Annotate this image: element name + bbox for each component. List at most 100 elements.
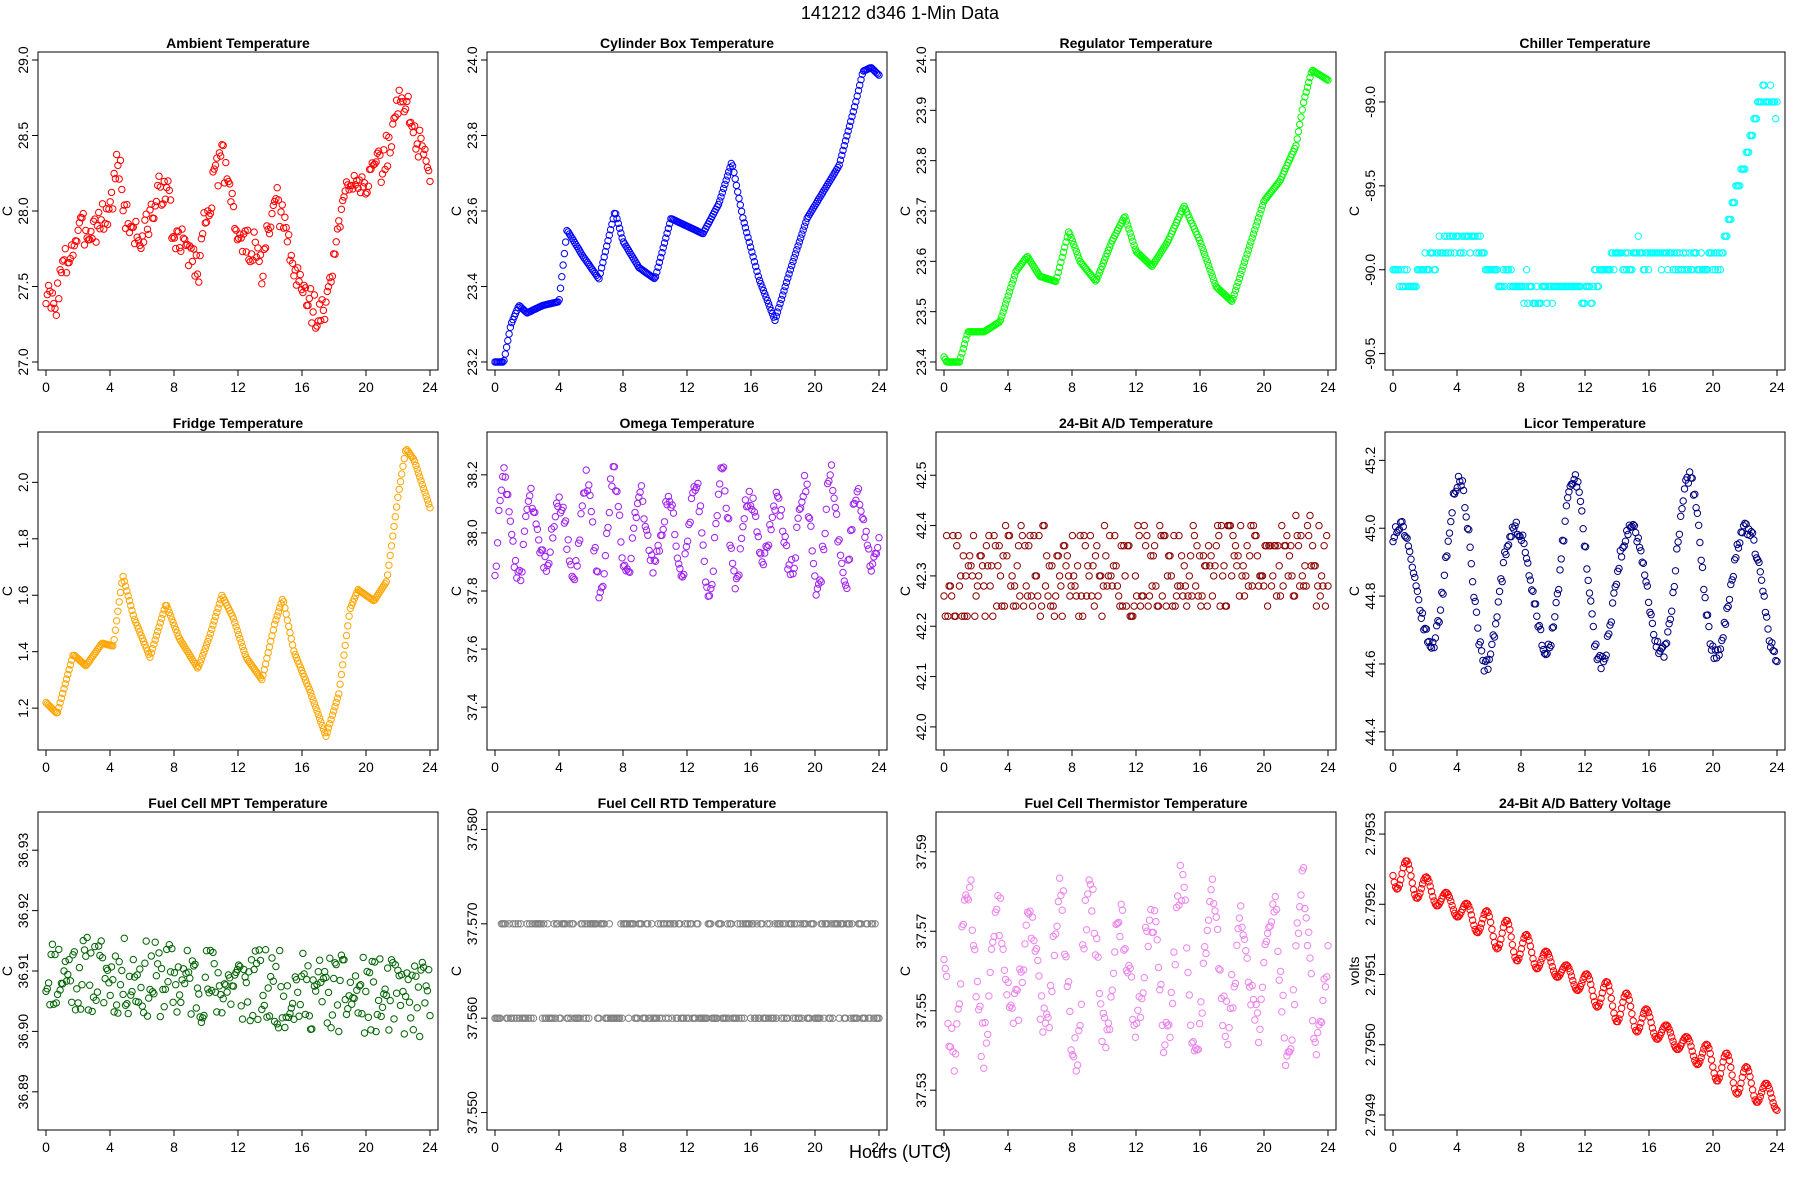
data-point bbox=[1220, 562, 1228, 570]
data-point bbox=[1275, 976, 1283, 984]
data-point bbox=[1535, 621, 1544, 630]
data-point bbox=[755, 276, 764, 285]
data-point bbox=[721, 180, 729, 189]
data-point bbox=[360, 1029, 369, 1037]
data-point bbox=[1697, 249, 1705, 257]
data-point bbox=[215, 149, 224, 157]
x-tick-label: 16 bbox=[743, 379, 759, 395]
data-point bbox=[141, 959, 149, 967]
data-point bbox=[1389, 537, 1397, 546]
data-point bbox=[1192, 582, 1200, 590]
data-point bbox=[165, 941, 174, 949]
x-tick-label: 0 bbox=[42, 1139, 50, 1155]
data-point bbox=[170, 969, 179, 977]
data-point bbox=[763, 543, 771, 551]
data-point bbox=[1540, 948, 1549, 956]
x-tick-label: 0 bbox=[940, 1139, 948, 1155]
data-point bbox=[1036, 1015, 1045, 1023]
data-point bbox=[1736, 182, 1744, 190]
y-tick-label: 1.8 bbox=[15, 529, 31, 549]
x-tick-label: 8 bbox=[170, 1139, 178, 1155]
y-tick-label: 37.57 bbox=[913, 914, 929, 949]
data-point bbox=[350, 595, 358, 603]
data-point bbox=[274, 196, 283, 204]
data-point bbox=[834, 538, 842, 546]
data-point bbox=[1075, 1026, 1083, 1035]
data-point bbox=[151, 636, 159, 644]
data-point bbox=[1089, 562, 1097, 570]
data-point bbox=[1477, 919, 1486, 928]
data-point bbox=[582, 466, 590, 474]
data-point bbox=[1258, 572, 1267, 580]
y-tick-label: -89.0 bbox=[1362, 86, 1378, 118]
x-tick-label: 4 bbox=[1453, 759, 1461, 775]
data-point bbox=[844, 127, 852, 135]
data-point bbox=[1524, 932, 1532, 941]
data-point bbox=[1308, 1017, 1317, 1025]
data-point bbox=[1055, 572, 1064, 580]
data-point bbox=[626, 568, 634, 576]
data-point bbox=[1249, 521, 1258, 530]
data-point bbox=[1630, 522, 1639, 530]
data-point bbox=[60, 967, 68, 975]
data-point bbox=[274, 608, 283, 616]
data-point bbox=[164, 177, 172, 185]
data-point bbox=[193, 984, 202, 992]
data-point bbox=[371, 596, 379, 604]
data-point bbox=[875, 71, 883, 79]
data-point bbox=[1208, 272, 1217, 280]
data-point bbox=[1773, 657, 1781, 666]
data-point bbox=[1315, 521, 1323, 530]
data-point bbox=[953, 1020, 961, 1028]
data-point bbox=[363, 188, 371, 197]
data-point bbox=[794, 514, 802, 522]
data-point bbox=[1526, 576, 1535, 584]
data-point bbox=[958, 612, 966, 620]
data-point bbox=[996, 572, 1005, 580]
data-point bbox=[1068, 1051, 1077, 1059]
data-point bbox=[1472, 608, 1481, 616]
data-point bbox=[1305, 531, 1313, 540]
data-point bbox=[147, 952, 156, 960]
data-point bbox=[1026, 531, 1034, 540]
data-point bbox=[1120, 946, 1128, 954]
data-point bbox=[1537, 958, 1545, 966]
data-point bbox=[1734, 1088, 1743, 1097]
data-point bbox=[1201, 943, 1209, 951]
data-point bbox=[1764, 1081, 1772, 1090]
data-point bbox=[1220, 290, 1228, 298]
data-point bbox=[1746, 531, 1754, 540]
data-point bbox=[61, 957, 70, 966]
data-point bbox=[1724, 1051, 1732, 1060]
data-point bbox=[1031, 265, 1039, 273]
data-point bbox=[1077, 592, 1086, 600]
data-point bbox=[129, 955, 138, 964]
data-point bbox=[641, 522, 649, 531]
data-point bbox=[1106, 1025, 1114, 1034]
data-point bbox=[1562, 502, 1571, 510]
figure-title: 141212 d346 1-Min Data bbox=[801, 3, 1000, 23]
data-point bbox=[662, 234, 670, 242]
data-point bbox=[730, 567, 738, 575]
data-point bbox=[1021, 542, 1029, 550]
data-point bbox=[1707, 249, 1716, 257]
data-point bbox=[1531, 600, 1540, 608]
data-point bbox=[510, 1014, 518, 1022]
data-point bbox=[1157, 980, 1165, 989]
data-point bbox=[835, 536, 843, 544]
data-point bbox=[1610, 589, 1618, 597]
data-point bbox=[128, 987, 136, 996]
data-point bbox=[1420, 266, 1428, 274]
data-point bbox=[120, 201, 129, 209]
data-point bbox=[345, 612, 353, 620]
data-point bbox=[1229, 294, 1237, 303]
data-point bbox=[192, 1004, 201, 1012]
x-tick-label: 16 bbox=[1192, 1139, 1208, 1155]
data-point bbox=[1634, 1027, 1643, 1035]
data-point bbox=[637, 482, 646, 490]
data-point bbox=[982, 1039, 991, 1047]
data-point bbox=[1644, 1008, 1653, 1017]
data-point bbox=[426, 504, 434, 512]
data-point bbox=[287, 251, 295, 260]
